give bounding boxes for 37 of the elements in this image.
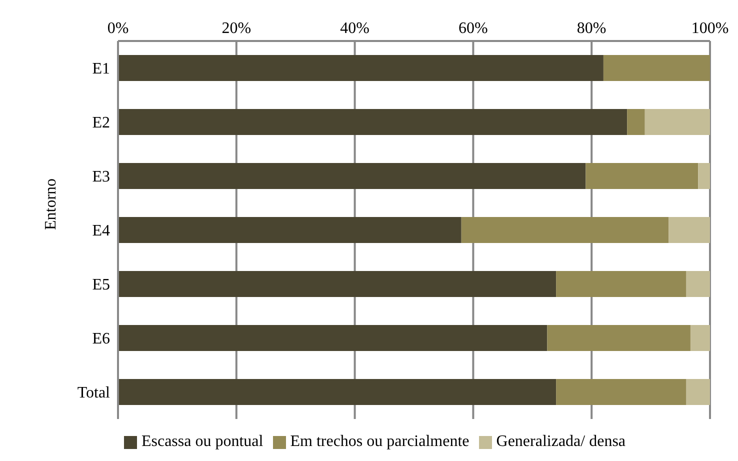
y-tick-label: E4 [92,222,110,240]
bar [686,379,710,406]
bar [118,217,462,244]
legend-label: Generalizada/ densa [496,433,626,450]
x-tick-label: 40% [340,20,370,37]
bar [644,109,710,136]
legend-label: Em trechos ou parcialmente [290,433,470,450]
bar [627,109,645,136]
bar [556,271,686,298]
y-tick-label: Total [77,384,111,402]
bar [118,109,628,136]
bar [690,325,710,352]
y-tick-label: E3 [92,168,110,186]
legend-label: Escassa ou pontual [141,433,264,450]
bar [118,163,586,190]
y-tick-label: E5 [92,276,110,294]
x-tick-label: 20% [222,20,252,37]
y-axis-title: Entorno [42,178,60,230]
y-tick-label: E6 [92,330,110,348]
bar [118,55,604,82]
bar [698,163,710,190]
bar [118,379,556,406]
x-tick-label: 100% [691,20,729,37]
bar [118,271,556,298]
bar [668,217,710,244]
x-tick-label: 80% [576,20,606,37]
bar [556,379,686,406]
y-tick-label: E1 [92,60,110,78]
x-tick-label: 0% [107,20,129,37]
bar [547,325,690,352]
bar [686,271,710,298]
bar [461,217,669,244]
bar [603,55,710,82]
y-tick-label: E2 [92,114,110,132]
x-tick-label: 60% [458,20,488,37]
bar [586,163,698,190]
bar [118,325,548,352]
